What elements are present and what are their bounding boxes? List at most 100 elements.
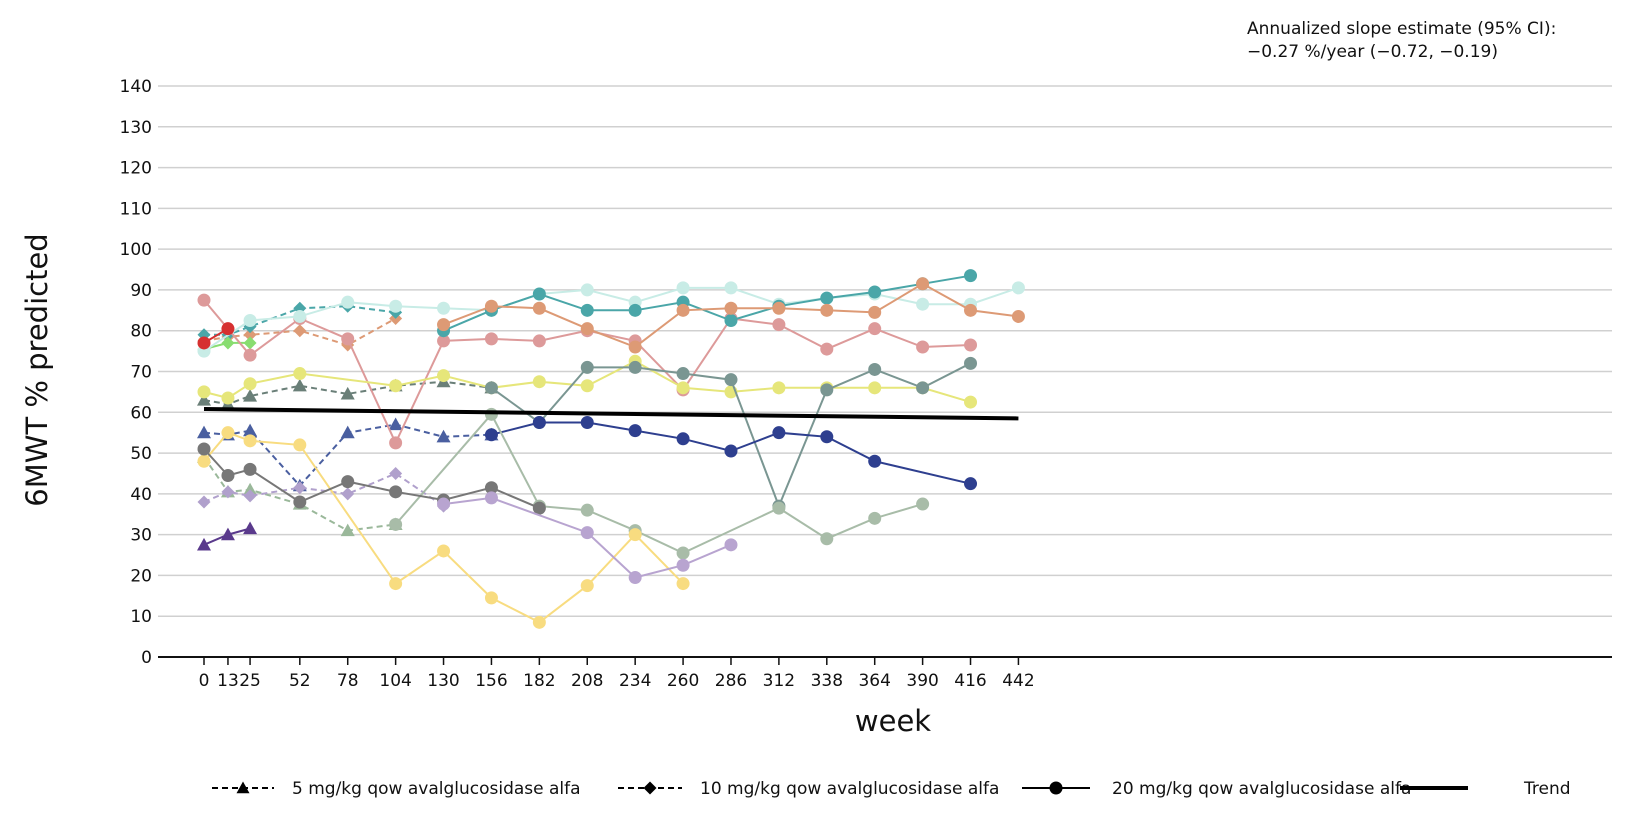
data-point [389,577,403,591]
x-tick-label: 0 [199,671,210,691]
data-point [724,444,738,458]
data-point [964,303,978,317]
legend-item: 10 mg/kg qow avalglucosidase alfa [618,779,999,799]
data-point [197,336,211,350]
x-tick-label: 260 [667,671,699,691]
data-point [243,434,257,448]
series-20mgkg-circle [484,356,978,513]
data-point [628,528,642,542]
x-tick-label: 416 [954,671,986,691]
data-point [868,285,882,299]
data-point [532,415,546,429]
data-point [676,577,690,591]
series-20mgkg-circle [197,442,546,515]
data-point [484,591,498,605]
data-point [243,348,257,362]
data-point [676,367,690,381]
data-point [293,309,307,323]
data-point [389,436,403,450]
data-point [389,466,403,480]
series-line [203,380,492,406]
legend: 5 mg/kg qow avalglucosidase alfa 10 mg/kg… [212,779,1571,799]
data-point [1049,781,1063,795]
trend-layer [203,407,1019,421]
data-point [580,503,594,517]
data-point [340,425,355,439]
x-tick-label: 182 [523,671,555,691]
data-point [580,579,594,593]
data-point [916,340,930,354]
legend-item: Trend [1400,779,1571,799]
data-point [820,291,834,305]
data-point [628,340,642,354]
data-point [293,367,307,381]
data-point [293,324,307,338]
data-point [243,482,258,496]
series-20mgkg-circle [484,415,978,491]
y-tick-label: 40 [130,485,152,505]
x-tick-label: 312 [763,671,795,691]
data-point [820,303,834,317]
x-tick-label: 234 [619,671,651,691]
data-point [340,523,355,537]
data-point [437,369,451,383]
data-point [243,336,257,350]
data-point [484,491,498,505]
data-point [868,511,882,525]
data-point [221,322,235,336]
data-point [916,497,930,511]
data-point [532,287,546,301]
x-tick-label: 208 [571,671,603,691]
data-point [964,269,978,283]
y-tick-label: 80 [130,322,152,342]
data-point [820,342,834,356]
data-point [197,442,211,456]
legend-item: 20 mg/kg qow avalglucosidase alfa [1022,779,1411,799]
data-point [243,521,258,535]
data-point [532,615,546,629]
data-point [868,322,882,336]
y-tick-label: 20 [130,566,152,586]
data-point [628,570,642,584]
data-point [243,314,257,328]
x-tick-label: 364 [858,671,890,691]
data-point [724,373,738,387]
data-point [389,517,403,531]
data-point [197,495,211,509]
series-line [443,274,971,332]
data-point [197,537,211,551]
y-tick-label: 90 [130,281,152,301]
y-tick-label: 0 [141,648,152,668]
data-point [532,501,546,515]
series-20mgkg-circle [389,407,930,560]
y-axis: 0 10 20 30 40 50 60 70 80 90 100 110 120 130 140 [120,77,152,668]
data-point [243,377,257,391]
data-point [484,332,498,346]
x-tick-label: 390 [906,671,938,691]
data-point [221,391,235,405]
slope-annotation-line1: Annualized slope estimate (95% CI): [1247,19,1556,39]
data-point [676,381,690,395]
data-point [341,487,355,501]
data-point [243,489,257,503]
data-point [437,544,451,558]
data-point [484,481,498,495]
data-point [243,423,258,437]
y-tick-label: 100 [120,240,152,260]
data-point [964,477,978,491]
y-tick-label: 60 [130,403,152,423]
data-point [676,281,690,295]
data-point [532,334,546,348]
series-20mgkg-circle [197,322,235,350]
data-point [628,424,642,438]
data-point [724,538,738,552]
x-tick-label: 442 [1002,671,1034,691]
x-tick-label: 52 [289,671,311,691]
series-line [203,431,684,624]
data-point [484,381,498,395]
data-point [1011,281,1025,295]
data-point [772,501,786,515]
legend-label: 5 mg/kg qow avalglucosidase alfa [292,779,581,799]
series-layer [197,269,1025,629]
